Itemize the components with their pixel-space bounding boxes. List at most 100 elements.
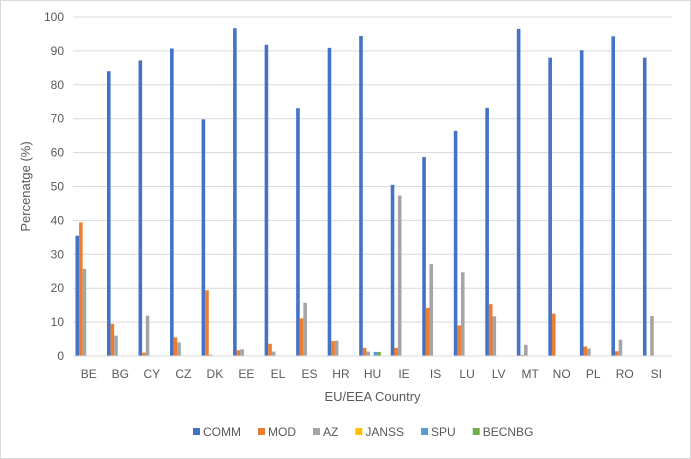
legend-swatch [472,428,480,435]
bar-comm-no [548,57,552,357]
x-tick-label: BE [81,367,97,381]
bar-az-es [303,302,307,356]
bars [75,28,654,357]
x-tick-label: EE [238,367,254,381]
bar-az-is [429,264,434,356]
bar-az-hr [334,340,339,356]
legend-label: AZ [323,425,338,439]
bar-comm-el [264,44,269,357]
bar-mod-ee [236,350,241,356]
x-tick-label: IS [430,367,441,381]
bar-comm-ee [233,28,237,356]
bar-mod-hu [362,347,367,356]
y-tick-label: 70 [51,112,65,126]
bar-comm-si [642,57,647,357]
x-tick-label: IE [398,367,409,381]
y-tick-label: 0 [57,349,64,363]
y-tick-label: 50 [51,180,65,194]
x-tick-label: DK [207,367,224,381]
x-tick-label: BG [112,367,129,381]
bar-comm-cy [138,60,143,356]
x-tick-label: CY [143,367,160,381]
bar-comm-ro [611,36,616,356]
x-tick-label: LU [459,367,474,381]
bar-az-si [650,316,654,356]
x-tick-label: HU [364,367,381,381]
bar-comm-lv [485,107,489,356]
bar-comm-dk [201,119,206,356]
y-tick-label: 60 [51,146,65,160]
bar-mod-ie [394,347,398,356]
legend-swatch [313,428,320,435]
legend-item-comm: COMM [193,425,241,439]
bar-mod-hr [331,341,335,356]
bar-az-ee [240,349,244,356]
bar-mod-cy [142,352,146,356]
bar-comm-cz [170,48,174,356]
bar-comm-hu [359,35,363,356]
bar-mod-el [268,343,272,356]
bar-comm-pl [579,50,584,356]
x-tick-label: EL [271,367,286,381]
bar-az-dk [208,354,213,356]
y-tick-label: 10 [51,315,65,329]
legend: COMM MOD AZ JANSS SPU BECNBG [193,425,533,439]
legend-item-janss: JANSS [355,425,404,439]
legend-swatch [421,428,429,435]
bar-mod-lv [488,304,493,356]
bar-az-lu [460,272,465,356]
x-tick-label: SI [651,367,662,381]
legend-item-spu: SPU [421,425,456,439]
x-tick-label: MT [521,367,539,381]
y-axis-title: Percenatge (%) [18,141,33,231]
bar-becnbg-hu [377,351,381,356]
bar-mod-pl [583,346,588,356]
bar-comm-hr [327,47,332,356]
bar-comm-be [75,235,80,356]
bar-comm-is [422,157,426,356]
legend-swatch [193,428,200,435]
bar-az-pl [587,348,591,356]
x-tick-label: LV [492,367,506,381]
y-axis: 0 10 20 30 40 50 60 70 80 90 100 [44,10,64,363]
bar-az-hu [366,351,370,356]
x-tick-label: NO [553,367,571,381]
legend-label: SPU [431,425,456,439]
y-tick-label: 100 [44,10,64,24]
legend-item-az: AZ [313,425,338,439]
bar-az-cz [177,342,181,356]
bar-mod-es [299,318,304,356]
bar-az-mt [524,344,528,356]
bar-mod-be [79,222,83,356]
legend-label: BECNBG [483,425,534,439]
bar-mod-is [425,307,430,356]
bar-az-be [82,268,87,356]
bar-mod-lu [457,325,461,356]
x-tick-label: PL [586,367,601,381]
bar-comm-es [296,108,300,356]
bar-mod-bg [110,323,115,356]
y-tick-label: 30 [51,247,65,261]
bar-mod-ro [615,351,619,356]
bar-mod-no [551,313,556,357]
bar-mod-dk [205,290,209,356]
legend-item-becnbg: BECNBG [472,425,534,439]
bar-az-el [271,351,276,356]
x-axis: BE BG CY CZ DK EE EL ES HR HU IE IS LU LV MT NO PL RO SI [73,355,672,381]
x-tick-label: ES [301,367,317,381]
bar-az-cy [145,315,150,356]
bar-mod-cz [173,337,178,356]
legend-label: COMM [203,425,241,439]
legend-label: MOD [268,425,296,439]
bar-spu-hu [373,351,378,356]
y-tick-label: 80 [51,78,65,92]
x-tick-label: CZ [175,367,191,381]
bar-comm-ie [390,184,395,356]
bar-az-ie [397,195,402,356]
legend-swatch [258,428,265,435]
bar-az-ro [618,339,623,356]
bar-az-bg [114,335,118,356]
y-tick-label: 90 [51,44,65,58]
bar-az-lv [492,316,497,356]
bar-comm-bg [106,71,111,357]
